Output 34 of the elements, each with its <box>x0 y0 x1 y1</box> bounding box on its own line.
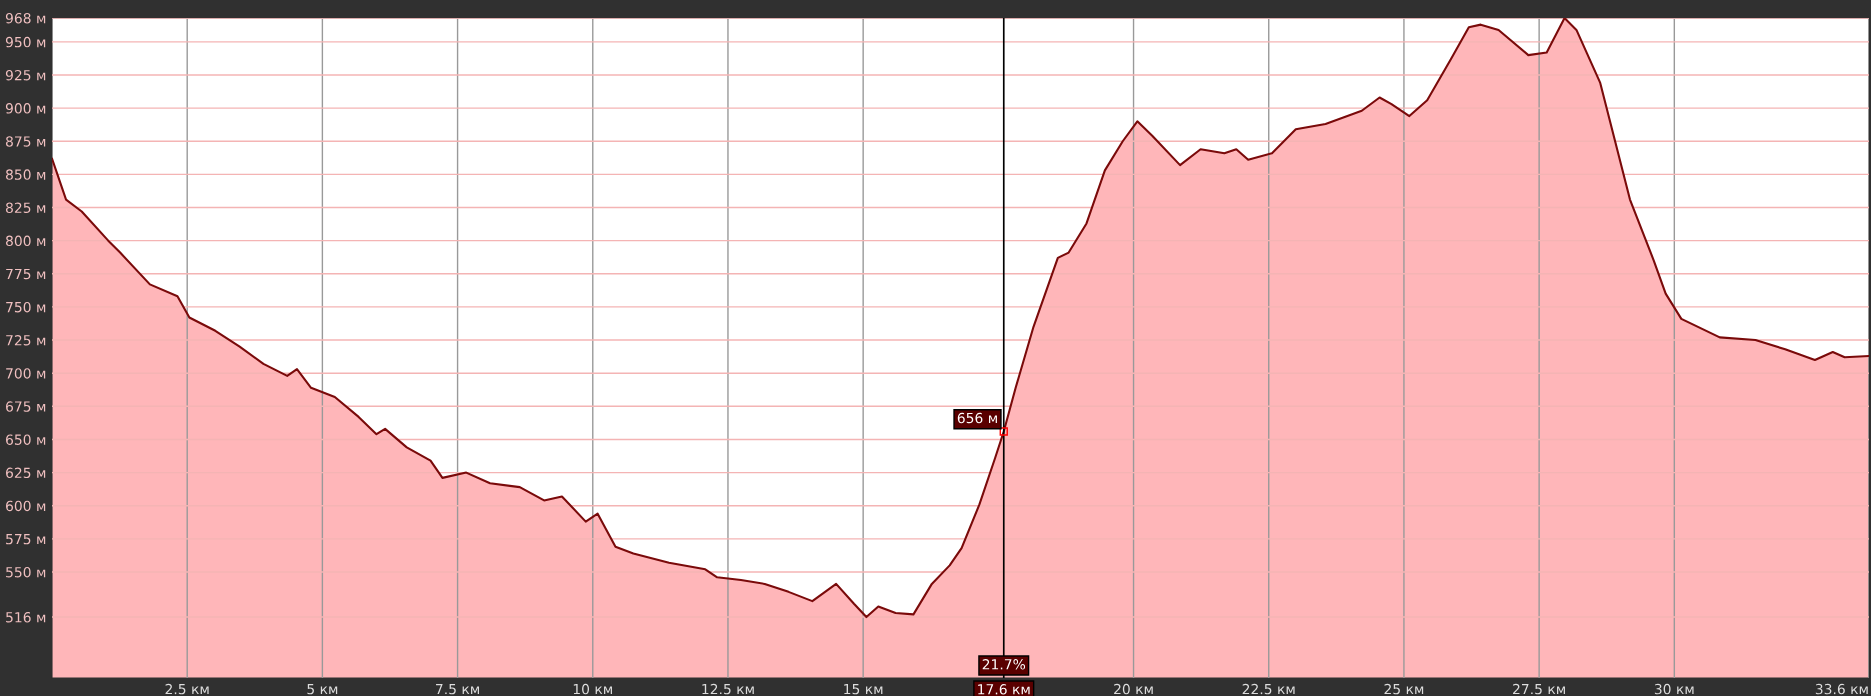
y-tick-label: 575 м <box>6 533 46 545</box>
x-tick-label: 2.5 км <box>165 683 209 695</box>
ref-line-label: 17.6 км <box>978 684 1030 695</box>
y-tick-label: 675 м <box>6 401 46 412</box>
x-tick-label: 10 км <box>573 683 612 695</box>
x-tick-label: 7.5 км <box>436 683 479 695</box>
y-tick-label: 725 м <box>6 335 46 346</box>
y-tick-label: 875 м <box>5 136 46 147</box>
y-tick-label: 850 м <box>5 169 46 180</box>
y-tick-label: 825 м <box>5 202 46 213</box>
y-tick-label: 775 м <box>6 268 46 280</box>
y-tick-label: 925 м <box>5 69 46 81</box>
x-tick-label: 33.6 км <box>1815 683 1868 695</box>
annotation: 21.7% <box>982 659 1026 670</box>
x-tick-label: 15 км <box>844 683 883 695</box>
x-tick-label: 30 км <box>1654 683 1694 695</box>
x-tick-label: 27.5 км <box>1513 683 1565 695</box>
x-tick-label: 5 км <box>307 683 338 695</box>
y-tick-label: 750 м <box>6 301 46 313</box>
x-tick-label: 22.5 км <box>1242 683 1295 695</box>
y-tick-label: 650 м <box>6 434 46 445</box>
y-tick-label: 800 м <box>5 235 46 247</box>
x-tick-label: 20 км <box>1114 683 1153 695</box>
y-tick-label: 900 м <box>5 103 46 114</box>
y-tick-label: 550 м <box>6 566 46 578</box>
y-tick-label: 968 м <box>5 12 46 24</box>
x-tick-label: 12.5 км <box>702 683 754 695</box>
y-tick-label: 700 м <box>6 368 46 379</box>
y-tick-label: 516 м <box>6 612 46 623</box>
y-tick-label: 600 м <box>6 500 46 512</box>
x-tick-label: 25 км <box>1384 683 1424 695</box>
y-tick-label: 950 м <box>5 36 46 48</box>
y-tick-label: 625 м <box>6 467 46 479</box>
annotation: 656 м <box>957 412 997 424</box>
